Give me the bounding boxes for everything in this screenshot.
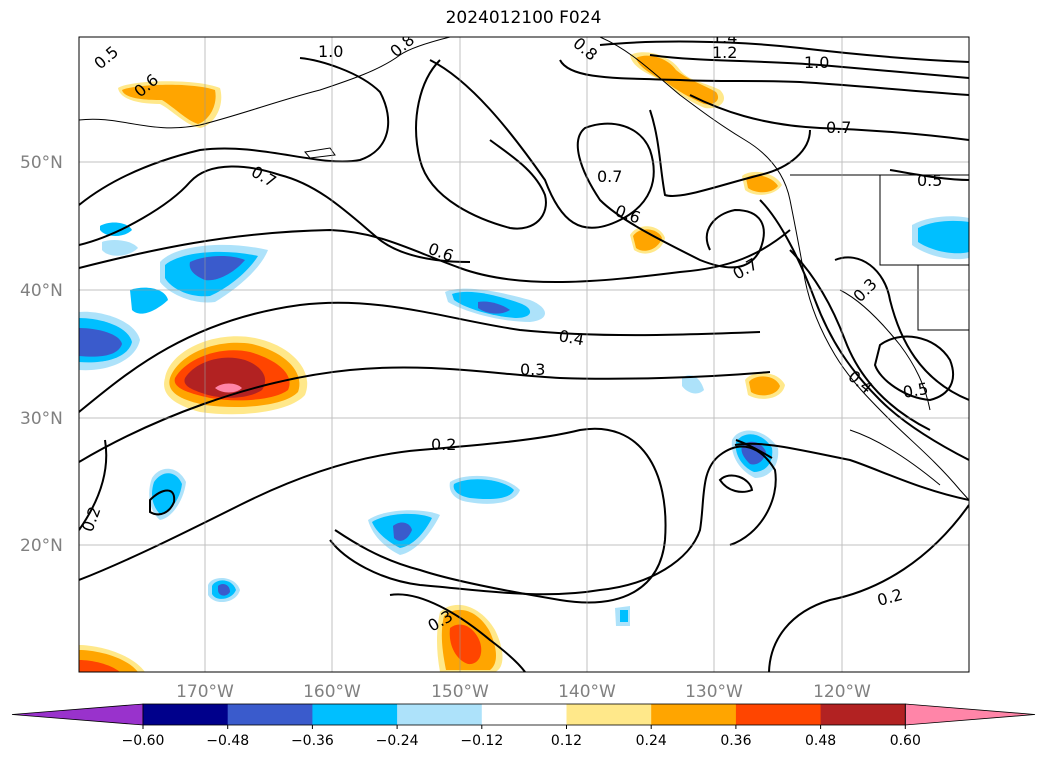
colorbar-segment xyxy=(651,704,737,725)
coastlines xyxy=(79,37,969,501)
lat-label: 40°N xyxy=(20,281,63,301)
lat-label: 30°N xyxy=(20,409,63,429)
colorbar-tick-label: −0.60 xyxy=(122,733,165,749)
colorbar-tick-label: 0.24 xyxy=(636,733,667,749)
lon-label: 150°W xyxy=(431,682,489,702)
contour-label: 1.2 xyxy=(712,43,737,62)
map-frame xyxy=(78,36,970,673)
colorbar-tick-label: 0.36 xyxy=(720,733,751,749)
colorbar-segment xyxy=(735,704,822,725)
colorbar-tick-label: −0.24 xyxy=(376,733,419,749)
colorbar-tick-label: −0.48 xyxy=(206,733,249,749)
colorbar-extend-low xyxy=(11,703,144,726)
contour-label: 0.3 xyxy=(520,360,545,379)
lon-label: 160°W xyxy=(303,682,361,702)
colorbar-outline xyxy=(142,703,906,726)
colorbar-tick-label: 0.60 xyxy=(890,733,921,749)
colorbar-segment xyxy=(143,704,229,725)
contour-label: 0.4 xyxy=(557,326,585,349)
longitude-labels: 170°W 160°W 150°W 140°W 130°W 120°W xyxy=(176,682,871,702)
contour-label: 1.4 xyxy=(712,28,737,47)
contour-label: 1.0 xyxy=(804,53,829,72)
graticule xyxy=(79,37,969,672)
map-title: 2024012100 F024 xyxy=(445,8,602,28)
contour-label: 0.5 xyxy=(901,379,929,402)
contour-label: 0.7 xyxy=(597,167,622,186)
lon-label: 130°W xyxy=(685,682,743,702)
colorbar-segment xyxy=(312,704,398,725)
colorbar-segment xyxy=(820,704,906,725)
colorbar-segment xyxy=(481,704,567,725)
colorbar: −0.60 −0.48 −0.36 −0.24 −0.12 0.12 0.24 0.36 0.4… xyxy=(11,703,1036,749)
colorbar-segment xyxy=(566,704,652,725)
colorbar-segment xyxy=(227,704,313,725)
lat-label: 50°N xyxy=(20,153,63,173)
colorbar-tick-label: 0.48 xyxy=(805,733,836,749)
lon-label: 170°W xyxy=(176,682,234,702)
colorbar-extend-high xyxy=(904,703,1036,726)
colorbar-tick-label: −0.12 xyxy=(460,733,503,749)
lat-label: 20°N xyxy=(20,536,63,556)
contour-label: 1.0 xyxy=(318,42,343,61)
latitude-labels: 50°N 40°N 30°N 20°N xyxy=(20,153,63,556)
contour-label: 0.5 xyxy=(917,171,942,190)
colorbar-tick-label: 0.12 xyxy=(551,733,582,749)
colorbar-tick-label: −0.36 xyxy=(291,733,334,749)
contour-label: 0.2 xyxy=(431,435,456,454)
colorbar-segment xyxy=(397,704,483,725)
contour-label: 0.7 xyxy=(826,118,851,137)
lon-label: 120°W xyxy=(813,682,871,702)
lon-label: 140°W xyxy=(558,682,616,702)
